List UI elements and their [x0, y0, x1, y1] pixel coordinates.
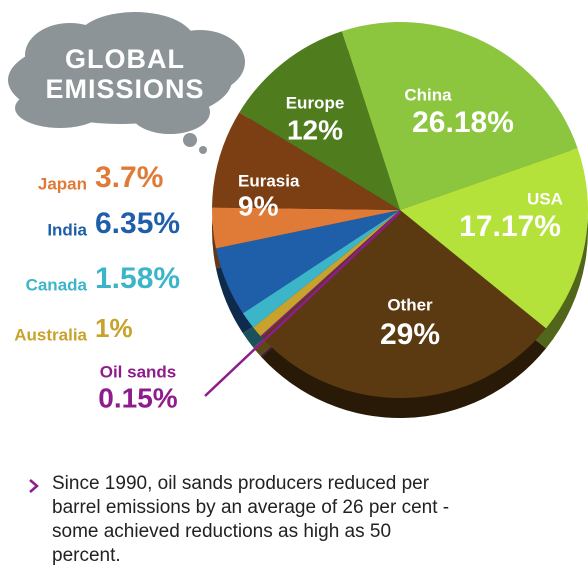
value-label: 6.35%: [95, 207, 180, 240]
slice: [341, 22, 578, 211]
slice-label: USA: [527, 189, 563, 208]
value-label: 0.15%: [98, 382, 177, 413]
slice-label: China: [404, 85, 452, 104]
bullet: [29, 479, 39, 493]
slice: [239, 31, 400, 211]
pie: [212, 22, 588, 418]
pointer-line: [204, 211, 401, 397]
slice: [253, 210, 400, 336]
slice-label: Oil sands: [100, 362, 177, 381]
value-label: 26.18%: [412, 106, 514, 139]
slice-label: Canada: [26, 275, 88, 294]
slice: [212, 207, 400, 249]
slice-label: Australia: [14, 325, 87, 344]
slice: [400, 148, 588, 329]
slice-label: Japan: [38, 174, 87, 193]
value-label: 17.17%: [459, 210, 561, 243]
slice-label: Other: [387, 295, 433, 314]
slice: [215, 210, 400, 314]
value-label: 12%: [287, 114, 343, 145]
value-label: 3.7%: [95, 161, 163, 194]
value-label: 29%: [380, 318, 440, 351]
slice: [261, 210, 547, 398]
value-label: 9%: [238, 190, 279, 221]
slice-label: India: [47, 220, 87, 239]
slice: [260, 210, 400, 338]
cloud: [8, 12, 245, 154]
note: Since 1990, oil sands producers reduced …: [52, 473, 450, 566]
slice-label: Europe: [286, 93, 345, 112]
slice: [242, 210, 400, 328]
chart-title: GLOBAL EMISSIONS: [45, 44, 205, 104]
value-label: 1.58%: [95, 262, 180, 295]
slice-label: Eurasia: [238, 171, 300, 190]
slice: [212, 112, 400, 210]
value-label: 1%: [95, 313, 133, 343]
